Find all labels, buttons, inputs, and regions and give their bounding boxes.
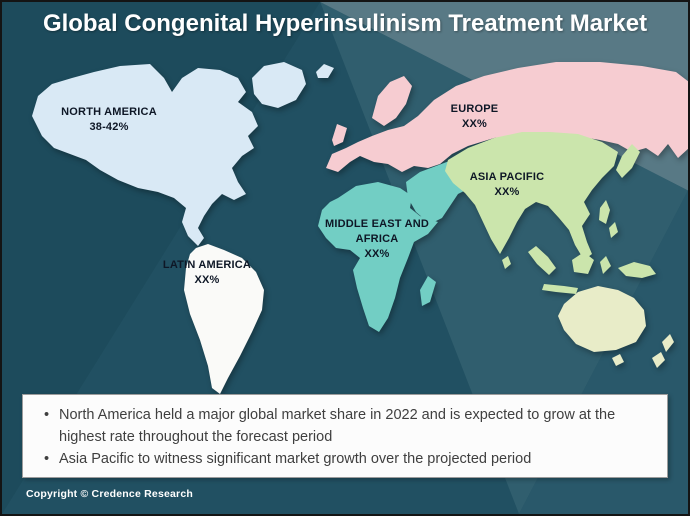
region-label-middle-east-africa: MIDDLE EAST AND AFRICA XX% xyxy=(317,217,437,262)
region-australia-shape xyxy=(558,286,674,368)
region-share: XX% xyxy=(194,273,220,286)
region-label-latin-america: LATIN AMERICA XX% xyxy=(152,258,262,288)
region-name: NORTH AMERICA xyxy=(61,106,157,118)
region-label-europe: EUROPE XX% xyxy=(427,102,522,132)
summary-item: Asia Pacific to witness significant mark… xyxy=(41,449,649,471)
summary-box: North America held a major global market… xyxy=(22,394,668,478)
region-asia-pacific-shape xyxy=(445,132,656,294)
copyright: Copyright © Credence Research xyxy=(26,488,194,500)
summary-item: North America held a major global market… xyxy=(41,405,649,449)
page-title: Global Congenital Hyperinsulinism Treatm… xyxy=(42,10,648,37)
region-share: XX% xyxy=(461,117,488,130)
region-name: LATIN AMERICA xyxy=(162,259,252,271)
region-north-america-shape xyxy=(32,62,334,246)
region-share: XX% xyxy=(494,185,520,198)
region-europe-shape xyxy=(326,62,688,172)
region-share: 38-42% xyxy=(89,120,129,133)
world-map xyxy=(32,62,688,394)
region-label-asia-pacific: ASIA PACIFIC XX% xyxy=(457,170,557,200)
summary-list: North America held a major global market… xyxy=(41,405,649,470)
region-name: EUROPE xyxy=(450,103,499,115)
region-name: MIDDLE EAST AND AFRICA xyxy=(324,218,430,245)
region-name: ASIA PACIFIC xyxy=(469,171,545,183)
region-latin-america-shape xyxy=(184,244,264,394)
region-label-north-america: NORTH AMERICA 38-42% xyxy=(54,105,164,135)
region-share: XX% xyxy=(364,247,390,260)
